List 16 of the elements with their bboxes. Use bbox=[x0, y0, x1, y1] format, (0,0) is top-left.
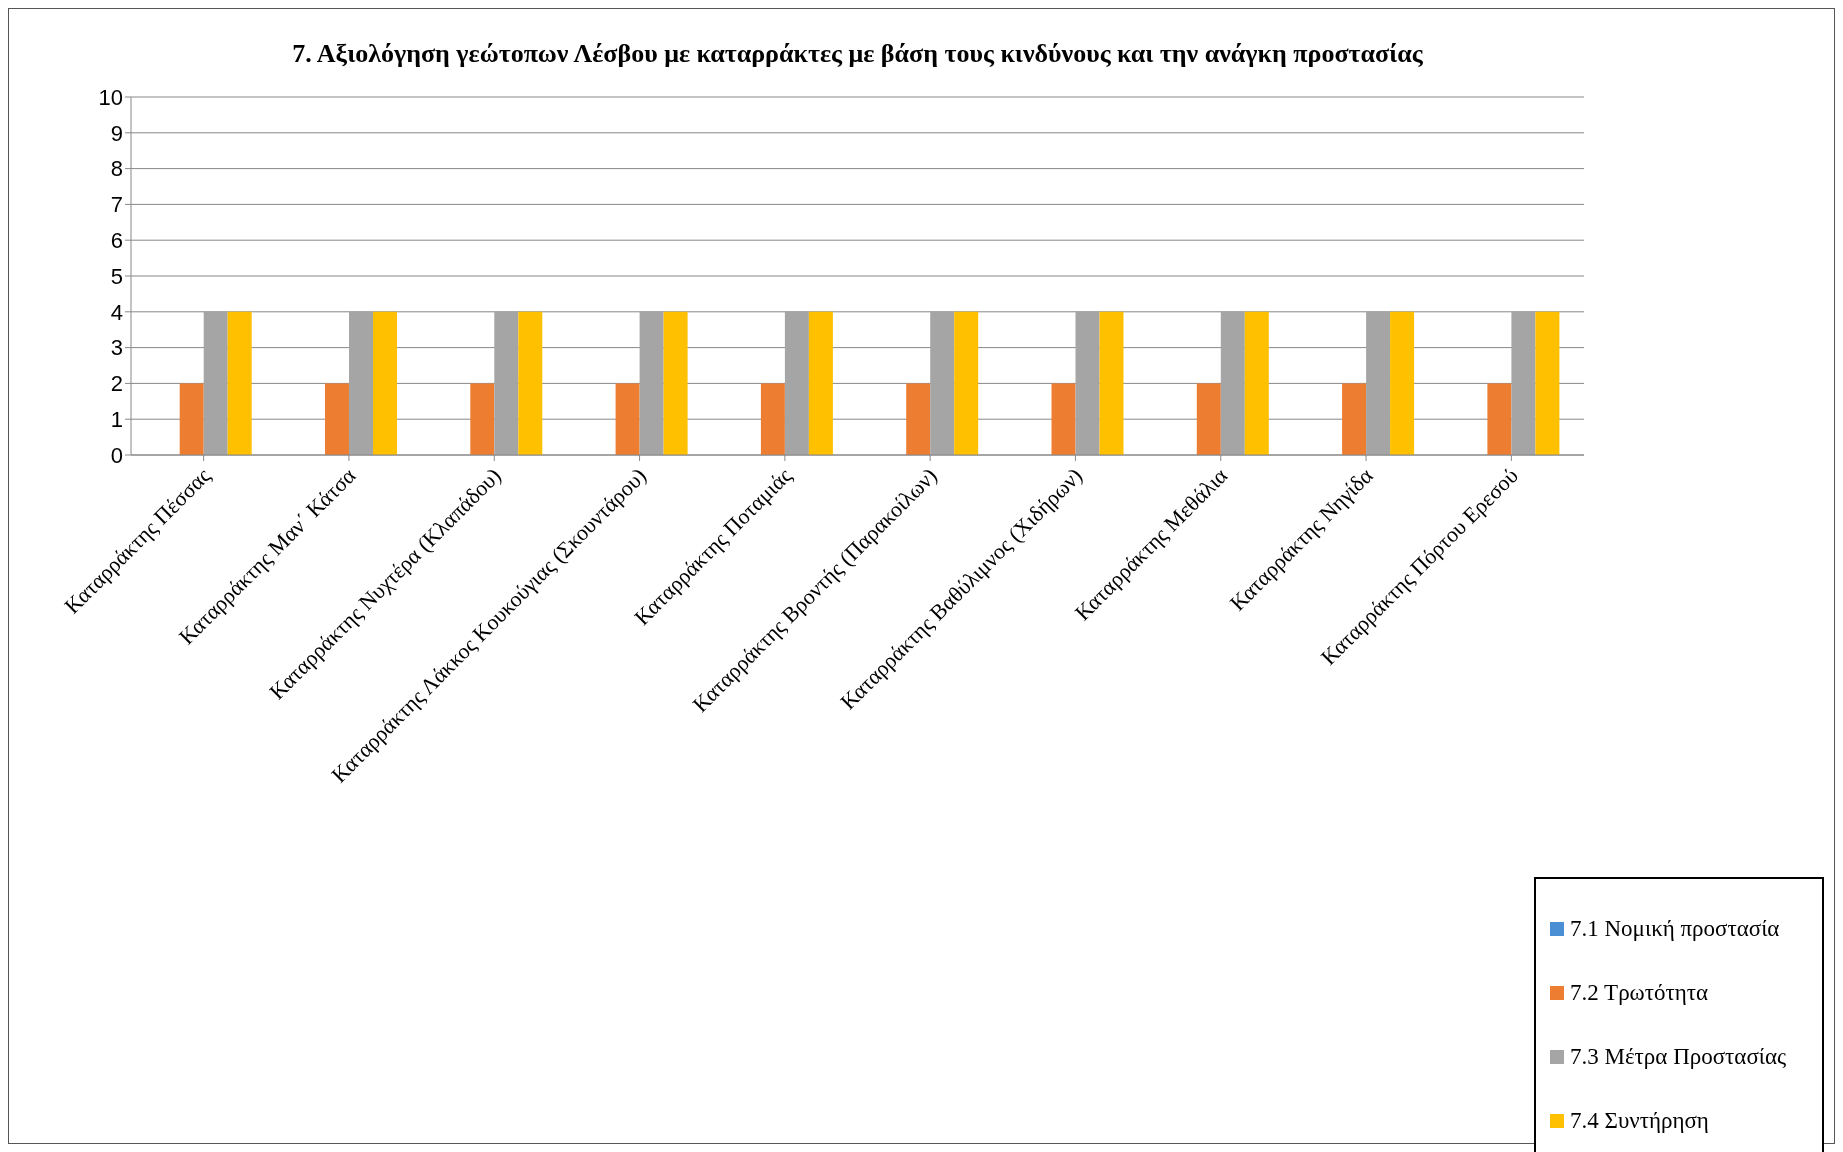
y-tick-label: 0 bbox=[110, 442, 123, 468]
y-tick-label: 9 bbox=[110, 120, 123, 146]
y-tick-label: 7 bbox=[110, 192, 123, 218]
legend-label: 7.2 Τρωτότητα bbox=[1570, 980, 1709, 1006]
legend-label: 7.1 Νομική προστασία bbox=[1570, 916, 1780, 942]
y-tick-label: 5 bbox=[110, 263, 123, 289]
y-tick-label: 4 bbox=[110, 299, 123, 325]
y-tick-label: 1 bbox=[110, 407, 123, 433]
y-tick-label: 3 bbox=[110, 335, 123, 361]
legend-label: 7.4 Συντήρηση bbox=[1570, 1108, 1709, 1134]
legend-label: 7.3 Μέτρα Προστασίας bbox=[1570, 1044, 1787, 1070]
y-tick-label: 2 bbox=[110, 371, 123, 397]
chart-title: 7. Αξιολόγηση γεώτοπων Λέσβου με καταρράκτες με βάση τους κινδύνους και την ανάγκη προστασίας bbox=[291, 39, 1424, 69]
y-tick-label: 6 bbox=[110, 228, 123, 254]
y-tick-label: 8 bbox=[110, 156, 123, 182]
y-tick-label: 10 bbox=[98, 84, 123, 110]
